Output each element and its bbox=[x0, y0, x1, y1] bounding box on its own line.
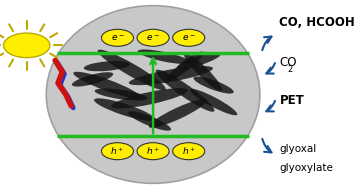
Text: $h^+$: $h^+$ bbox=[110, 145, 125, 157]
Text: $h^+$: $h^+$ bbox=[146, 145, 160, 157]
Ellipse shape bbox=[84, 61, 130, 71]
Ellipse shape bbox=[137, 29, 169, 46]
Ellipse shape bbox=[98, 50, 166, 90]
Ellipse shape bbox=[173, 143, 205, 160]
Ellipse shape bbox=[177, 52, 221, 69]
Ellipse shape bbox=[149, 99, 207, 128]
Text: $e^-$: $e^-$ bbox=[111, 33, 124, 43]
Ellipse shape bbox=[73, 72, 140, 98]
Ellipse shape bbox=[184, 53, 222, 91]
Ellipse shape bbox=[128, 111, 171, 131]
Ellipse shape bbox=[95, 88, 147, 101]
Ellipse shape bbox=[101, 29, 134, 46]
Ellipse shape bbox=[137, 143, 169, 160]
Text: glyoxylate: glyoxylate bbox=[279, 163, 333, 173]
Ellipse shape bbox=[46, 6, 260, 183]
Ellipse shape bbox=[167, 51, 204, 81]
Ellipse shape bbox=[138, 50, 190, 64]
Text: $e^-$: $e^-$ bbox=[146, 33, 160, 43]
Text: 2: 2 bbox=[288, 65, 293, 74]
Ellipse shape bbox=[101, 143, 134, 160]
Ellipse shape bbox=[4, 33, 50, 58]
Text: CO: CO bbox=[279, 56, 297, 69]
Ellipse shape bbox=[94, 98, 155, 121]
Text: $h^+$: $h^+$ bbox=[182, 145, 196, 157]
Ellipse shape bbox=[72, 72, 113, 87]
Ellipse shape bbox=[111, 88, 188, 108]
Text: $e^-$: $e^-$ bbox=[182, 33, 195, 43]
Text: PET: PET bbox=[279, 94, 304, 107]
Text: CO, HCOOH: CO, HCOOH bbox=[279, 16, 355, 29]
Ellipse shape bbox=[156, 70, 215, 112]
Ellipse shape bbox=[129, 66, 213, 85]
Ellipse shape bbox=[193, 77, 234, 94]
Ellipse shape bbox=[190, 89, 237, 115]
Text: glyoxal: glyoxal bbox=[279, 144, 317, 154]
Ellipse shape bbox=[173, 29, 205, 46]
